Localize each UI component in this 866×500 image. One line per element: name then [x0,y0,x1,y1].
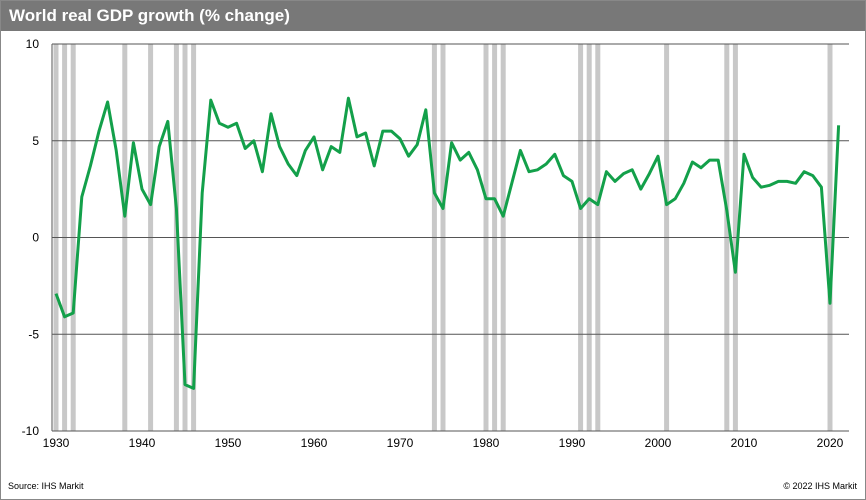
series-lines [54,96,841,390]
x-tick-label: 1990 [559,436,586,450]
y-axis-ticks: 10 5 0 -5 -10 [22,37,40,438]
x-tick-label: 1980 [473,436,500,450]
x-tick-label: 2000 [645,436,672,450]
y-tick-label: -5 [28,327,39,341]
y-tick-label: 5 [32,134,39,148]
x-tick-label: 1940 [129,436,156,450]
x-tick-label: 1950 [215,436,242,450]
x-tick-label: 2010 [731,436,758,450]
gdp-growth-line [54,96,841,390]
gridlines [51,43,849,432]
x-tick-label: 1960 [301,436,328,450]
chart-title: World real GDP growth (% change) [9,6,290,25]
y-tick-label: 10 [26,37,40,51]
y-tick-label: 0 [32,231,39,245]
x-tick-label: 1930 [43,436,70,450]
copyright-note: © 2022 IHS Markit [783,481,857,491]
x-axis-ticks: 1930 1940 1950 1960 1970 1980 1990 2000 2010 2020 [43,436,844,450]
title-bar: World real GDP growth (% change) [1,1,865,31]
x-tick-label: 2020 [817,436,844,450]
y-tick-label: -10 [22,424,40,438]
x-tick-label: 1970 [387,436,414,450]
source-note: Source: IHS Markit [8,481,84,491]
